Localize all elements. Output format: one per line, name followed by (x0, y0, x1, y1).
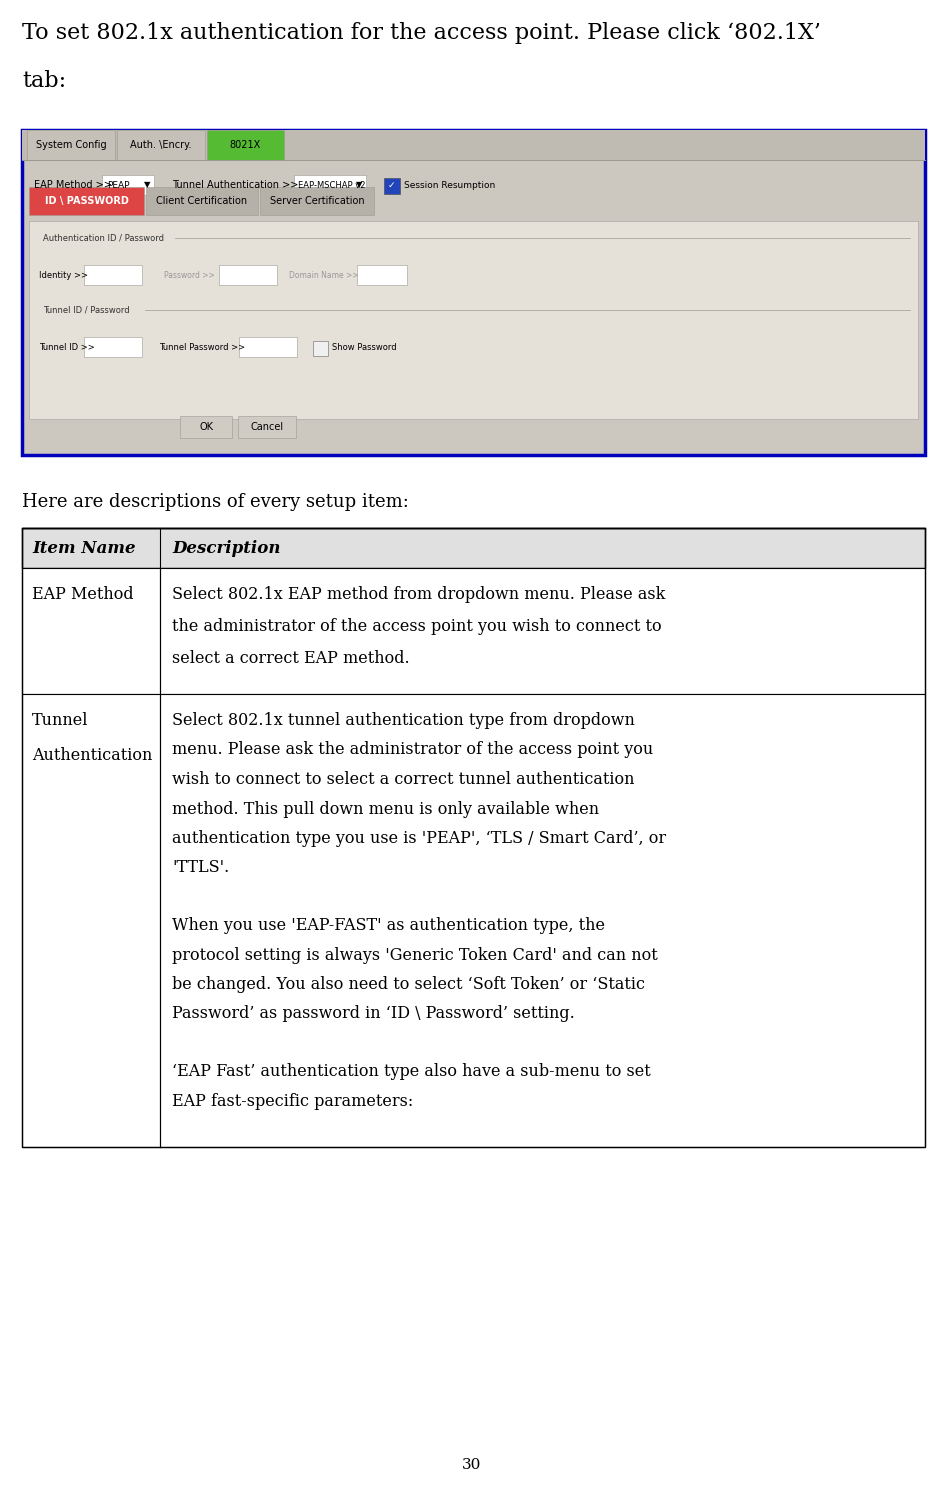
Text: Server Certification: Server Certification (270, 196, 364, 207)
Text: ✓: ✓ (388, 180, 395, 189)
Bar (84, 338, 142, 357)
Text: Identity >>: Identity >> (39, 271, 88, 280)
Bar (22, 528, 925, 1146)
Text: Password >>: Password >> (164, 271, 215, 280)
Bar (102, 175, 154, 195)
Text: PEAP: PEAP (107, 180, 129, 189)
Text: Cancel: Cancel (251, 422, 284, 433)
Bar (260, 187, 374, 216)
Text: Auth. \Encry.: Auth. \Encry. (130, 140, 191, 150)
Bar (180, 416, 232, 439)
Bar (29, 187, 144, 216)
Bar (22, 568, 925, 694)
Text: Select 802.1x tunnel authentication type from dropdown: Select 802.1x tunnel authentication type… (172, 712, 635, 729)
Text: Tunnel ID / Password: Tunnel ID / Password (43, 305, 129, 314)
Text: Select 802.1x EAP method from dropdown menu. Please ask: Select 802.1x EAP method from dropdown m… (172, 586, 666, 604)
Text: tab:: tab: (22, 70, 66, 92)
Bar (239, 338, 297, 357)
Text: OK: OK (199, 422, 213, 433)
Text: Client Certification: Client Certification (157, 196, 248, 207)
Text: Tunnel: Tunnel (32, 712, 89, 729)
Text: Description: Description (172, 540, 280, 556)
Bar (29, 222, 918, 419)
Text: Tunnel Password >>: Tunnel Password >> (159, 342, 245, 351)
Bar (384, 178, 400, 193)
Text: authentication type you use is 'PEAP', ‘TLS / Smart Card’, or: authentication type you use is 'PEAP', ‘… (172, 830, 666, 848)
Text: Password’ as password in ‘ID \ Password’ setting.: Password’ as password in ‘ID \ Password’… (172, 1005, 574, 1023)
Text: ▼: ▼ (144, 180, 151, 189)
Bar (22, 129, 925, 161)
Text: Show Password: Show Password (332, 342, 397, 351)
Text: Tunnel ID >>: Tunnel ID >> (39, 342, 94, 351)
Bar (117, 129, 205, 161)
Text: EAP fast-specific parameters:: EAP fast-specific parameters: (172, 1093, 413, 1109)
Text: be changed. You also need to select ‘Soft Token’ or ‘Static: be changed. You also need to select ‘Sof… (172, 975, 645, 993)
Bar (219, 265, 277, 286)
Text: protocol setting is always 'Generic Token Card' and can not: protocol setting is always 'Generic Toke… (172, 947, 658, 964)
Text: Tunnel Authentication >>: Tunnel Authentication >> (172, 180, 298, 190)
Text: Domain Name >>: Domain Name >> (289, 271, 358, 280)
Text: 8021X: 8021X (230, 140, 261, 150)
Text: Item Name: Item Name (32, 540, 136, 556)
Text: To set 802.1x authentication for the access point. Please click ‘802.1X’: To set 802.1x authentication for the acc… (22, 22, 820, 45)
Text: method. This pull down menu is only available when: method. This pull down menu is only avai… (172, 800, 599, 818)
Text: select a correct EAP method.: select a correct EAP method. (172, 650, 409, 668)
Bar (146, 187, 258, 216)
Text: 'TTLS'.: 'TTLS'. (172, 859, 229, 876)
Text: System Config: System Config (36, 140, 107, 150)
Bar (207, 129, 284, 161)
Text: ‘EAP Fast’ authentication type also have a sub-menu to set: ‘EAP Fast’ authentication type also have… (172, 1063, 651, 1080)
Bar (313, 341, 328, 355)
Bar (27, 129, 115, 161)
Text: EAP Method >>: EAP Method >> (34, 180, 112, 190)
Bar (22, 528, 925, 568)
Bar (84, 265, 142, 286)
Text: the administrator of the access point you wish to connect to: the administrator of the access point yo… (172, 619, 662, 635)
Text: ID \ PASSWORD: ID \ PASSWORD (44, 196, 128, 207)
Text: Authentication ID / Password: Authentication ID / Password (43, 233, 164, 242)
Text: Session Resumption: Session Resumption (404, 180, 495, 189)
Bar (357, 265, 407, 286)
Bar (22, 129, 925, 455)
Text: menu. Please ask the administrator of the access point you: menu. Please ask the administrator of th… (172, 742, 653, 758)
Text: When you use 'EAP-FAST' as authentication type, the: When you use 'EAP-FAST' as authenticatio… (172, 917, 605, 934)
Text: wish to connect to select a correct tunnel authentication: wish to connect to select a correct tunn… (172, 770, 635, 788)
Text: ▼: ▼ (356, 180, 362, 189)
Text: 30: 30 (462, 1457, 481, 1472)
Bar (238, 416, 296, 439)
Text: EAP Method: EAP Method (32, 586, 134, 604)
Bar (294, 175, 366, 195)
Text: Authentication: Authentication (32, 746, 153, 764)
Text: Here are descriptions of every setup item:: Here are descriptions of every setup ite… (22, 494, 409, 512)
Text: EAP-MSCHAP v2: EAP-MSCHAP v2 (298, 180, 366, 189)
Bar (22, 694, 925, 1146)
